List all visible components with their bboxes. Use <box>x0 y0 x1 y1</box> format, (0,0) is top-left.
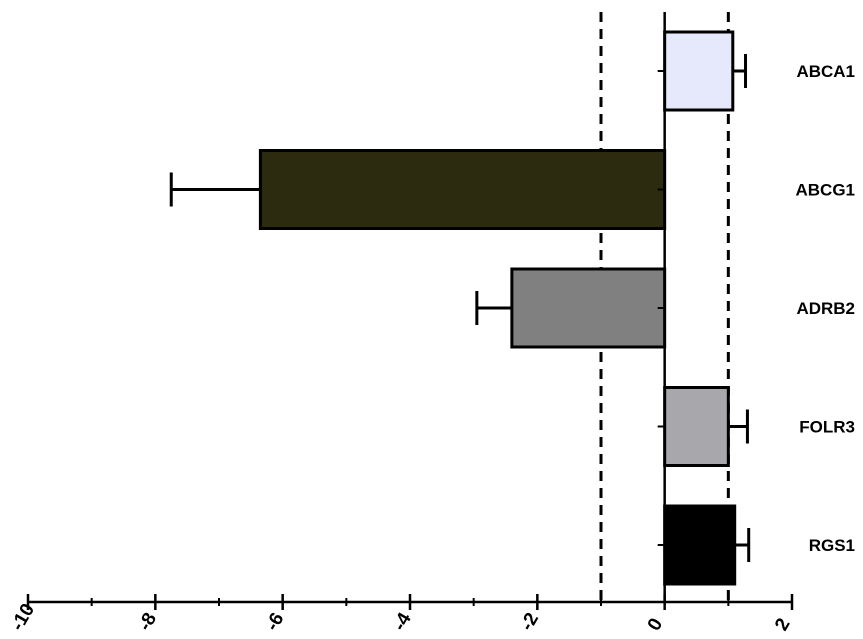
bar-adrb2 <box>510 267 667 349</box>
bar-rgs1 <box>663 504 737 586</box>
x-tick-label-4: -2 <box>516 609 543 634</box>
category-label-folr3: FOLR3 <box>799 418 855 437</box>
category-label-adrb2: ADRB2 <box>796 299 855 318</box>
bar-abca1 <box>663 30 735 112</box>
x-tick-label-5: 0 <box>644 615 667 635</box>
bar-abcg1 <box>258 149 667 230</box>
category-label-rgs1: RGS1 <box>809 536 855 555</box>
x-tick-label-3: -4 <box>389 609 416 635</box>
category-label-abcg1: ABCG1 <box>795 181 855 200</box>
category-label-abca1: ABCA1 <box>796 62 855 81</box>
x-tick-label-6: 2 <box>771 615 794 635</box>
bar-folr3 <box>663 386 730 467</box>
x-tick-label-1: -8 <box>134 609 161 634</box>
x-tick-label-2: -6 <box>262 609 289 634</box>
x-tick-label-0: -10 <box>7 600 39 634</box>
